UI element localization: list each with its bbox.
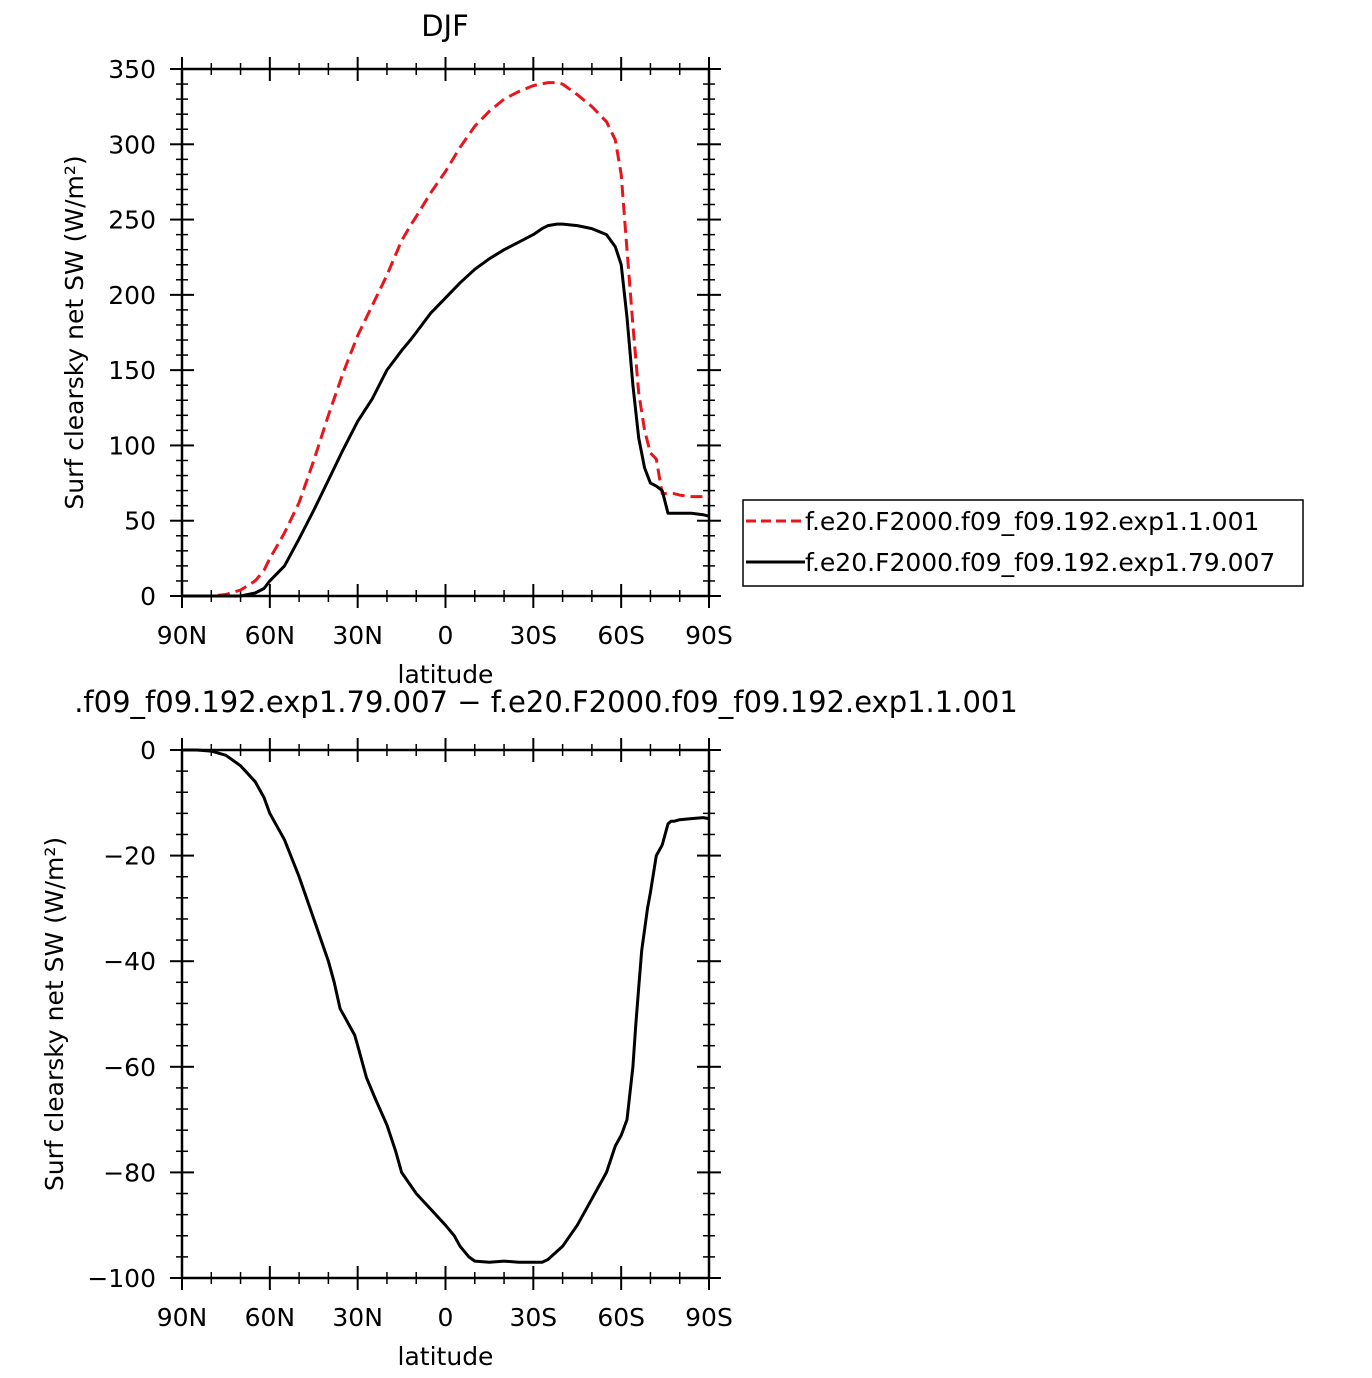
y-tick-label: 0 — [140, 736, 156, 765]
legend-label-0: f.e20.F2000.f09_f09.192.exp1.1.001 — [805, 507, 1259, 536]
y-axis-label: Surf clearsky net SW (W/m²) — [60, 155, 89, 509]
y-tick-label: −60 — [103, 1053, 156, 1082]
x-tick-label: 0 — [438, 1303, 454, 1332]
bottom-line-chart: .f09_f09.192.exp1.79.007 − f.e20.F2000.f… — [40, 685, 1018, 1371]
x-tick-label: 30N — [332, 621, 383, 650]
x-tick-label: 60S — [597, 621, 645, 650]
y-tick-label: 350 — [108, 55, 156, 84]
chart-title: .f09_f09.192.exp1.79.007 − f.e20.F2000.f… — [74, 685, 1018, 719]
y-tick-label: −80 — [103, 1158, 156, 1187]
x-tick-label: 90N — [157, 621, 208, 650]
chart-legend: f.e20.F2000.f09_f09.192.exp1.1.001 f.e20.… — [742, 499, 1304, 587]
x-tick-label: 30S — [509, 621, 557, 650]
plot-frame — [180, 748, 711, 1280]
y-tick-label: 50 — [124, 507, 156, 536]
series-line-0 — [182, 748, 710, 1264]
x-tick-label: 30S — [509, 1303, 557, 1332]
x-tick-label: 30N — [332, 1303, 383, 1332]
x-tick-label: 60S — [597, 1303, 645, 1332]
x-tick-label: 0 — [438, 621, 454, 650]
y-tick-label: −40 — [103, 947, 156, 976]
legend-box — [742, 499, 1304, 587]
y-axis-label: Surf clearsky net SW (W/m²) — [40, 837, 69, 1191]
y-tick-label: −20 — [103, 842, 156, 871]
x-tick-label: 60N — [245, 1303, 296, 1332]
y-tick-label: −100 — [87, 1264, 156, 1293]
x-axis-label: latitude — [398, 660, 494, 689]
y-tick-label: 250 — [108, 206, 156, 235]
top-line-chart: DJF 90N 60N 30N 0 30S 60S 90S 0 50 100 150 200 250 300… — [60, 9, 733, 689]
series-line-0 — [182, 81, 709, 598]
y-tick-label: 200 — [108, 281, 156, 310]
plot-frame — [180, 67, 711, 598]
y-tick-label: 300 — [108, 130, 156, 159]
x-tick-label: 90S — [685, 621, 733, 650]
x-tick-label: 60N — [245, 621, 296, 650]
y-tick-label: 100 — [108, 431, 156, 460]
x-tick-label: 90N — [157, 1303, 208, 1332]
y-tick-label: 150 — [108, 356, 156, 385]
series-line-1 — [182, 222, 710, 598]
y-tick-label: 0 — [140, 582, 156, 611]
x-tick-label: 90S — [685, 1303, 733, 1332]
legend-label-1: f.e20.F2000.f09_f09.192.exp1.79.007 — [805, 548, 1275, 577]
chart-title: DJF — [421, 9, 469, 43]
x-axis-label: latitude — [398, 1342, 494, 1371]
